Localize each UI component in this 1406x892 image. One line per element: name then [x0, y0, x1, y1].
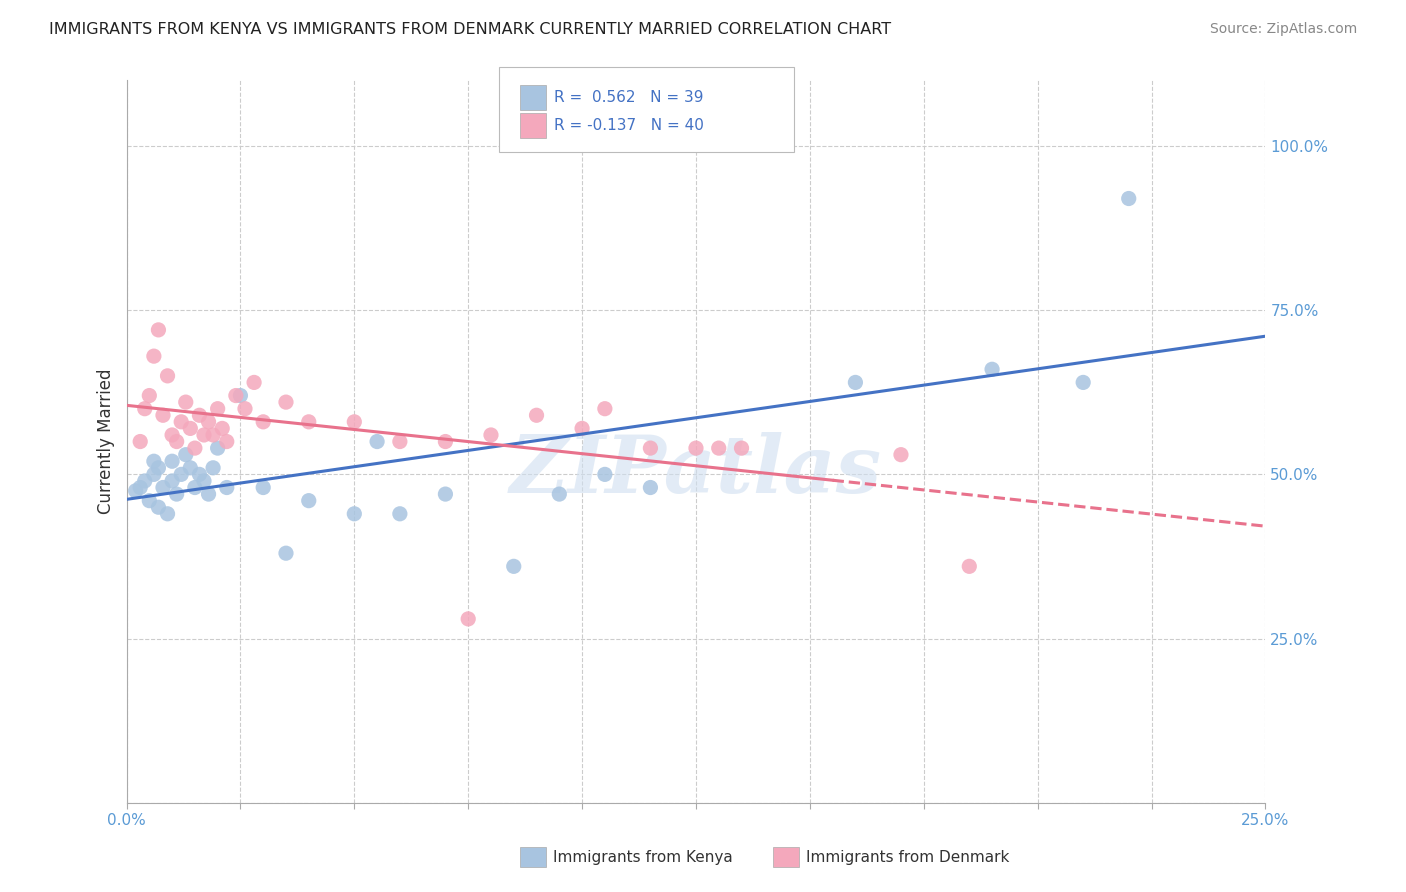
- Point: [207, 401, 229, 416]
- Point: [124, 483, 146, 498]
- Point: [134, 474, 156, 488]
- Point: [388, 507, 411, 521]
- Point: [142, 349, 165, 363]
- Point: [526, 409, 548, 423]
- Point: [207, 441, 229, 455]
- Point: [981, 362, 1004, 376]
- Point: [202, 460, 225, 475]
- Point: [170, 415, 193, 429]
- Point: [685, 441, 707, 455]
- Point: [343, 507, 366, 521]
- Point: [174, 395, 197, 409]
- Point: [197, 415, 219, 429]
- Point: [142, 454, 165, 468]
- Point: [179, 460, 201, 475]
- Text: Source: ZipAtlas.com: Source: ZipAtlas.com: [1209, 22, 1357, 37]
- Point: [148, 500, 170, 515]
- Text: Immigrants from Kenya: Immigrants from Kenya: [553, 850, 733, 864]
- Point: [152, 481, 174, 495]
- Text: R =  0.562   N = 39: R = 0.562 N = 39: [554, 90, 703, 104]
- Point: [166, 487, 188, 501]
- Text: IMMIGRANTS FROM KENYA VS IMMIGRANTS FROM DENMARK CURRENTLY MARRIED CORRELATION C: IMMIGRANTS FROM KENYA VS IMMIGRANTS FROM…: [49, 22, 891, 37]
- Point: [502, 559, 524, 574]
- Point: [298, 415, 321, 429]
- Point: [274, 395, 297, 409]
- Point: [166, 434, 188, 449]
- Point: [160, 428, 183, 442]
- Point: [193, 474, 215, 488]
- Point: [233, 401, 256, 416]
- Point: [197, 487, 219, 501]
- Point: [148, 323, 170, 337]
- Point: [188, 409, 211, 423]
- Point: [184, 441, 207, 455]
- Point: [457, 612, 479, 626]
- Point: [548, 487, 571, 501]
- Point: [243, 376, 266, 390]
- Point: [640, 441, 662, 455]
- Point: [188, 467, 211, 482]
- Point: [174, 448, 197, 462]
- Point: [229, 388, 252, 402]
- Point: [707, 441, 730, 455]
- Point: [252, 415, 274, 429]
- Point: [388, 434, 411, 449]
- Point: [1071, 376, 1094, 390]
- Point: [160, 454, 183, 468]
- Point: [593, 467, 616, 482]
- Point: [211, 421, 233, 435]
- Point: [730, 441, 752, 455]
- Point: [298, 493, 321, 508]
- Point: [179, 421, 201, 435]
- Point: [193, 428, 215, 442]
- Point: [138, 388, 160, 402]
- Point: [215, 481, 238, 495]
- Point: [129, 434, 152, 449]
- Point: [202, 428, 225, 442]
- Point: [156, 507, 179, 521]
- Point: [844, 376, 866, 390]
- Point: [160, 474, 183, 488]
- Point: [215, 434, 238, 449]
- Point: [366, 434, 388, 449]
- Point: [890, 448, 912, 462]
- Point: [1118, 192, 1140, 206]
- Point: [170, 467, 193, 482]
- Point: [252, 481, 274, 495]
- Point: [152, 409, 174, 423]
- Point: [129, 481, 152, 495]
- Point: [343, 415, 366, 429]
- Point: [434, 434, 457, 449]
- Text: R = -0.137   N = 40: R = -0.137 N = 40: [554, 119, 704, 133]
- Point: [156, 368, 179, 383]
- Point: [957, 559, 980, 574]
- Point: [134, 401, 156, 416]
- Point: [225, 388, 247, 402]
- Point: [640, 481, 662, 495]
- Point: [142, 467, 165, 482]
- Point: [148, 460, 170, 475]
- Point: [593, 401, 616, 416]
- Y-axis label: Currently Married: Currently Married: [97, 368, 115, 515]
- Point: [274, 546, 297, 560]
- Point: [571, 421, 593, 435]
- Point: [434, 487, 457, 501]
- Point: [138, 493, 160, 508]
- Text: Immigrants from Denmark: Immigrants from Denmark: [806, 850, 1010, 864]
- Point: [184, 481, 207, 495]
- Text: ZIPatlas: ZIPatlas: [510, 432, 882, 509]
- Point: [479, 428, 502, 442]
